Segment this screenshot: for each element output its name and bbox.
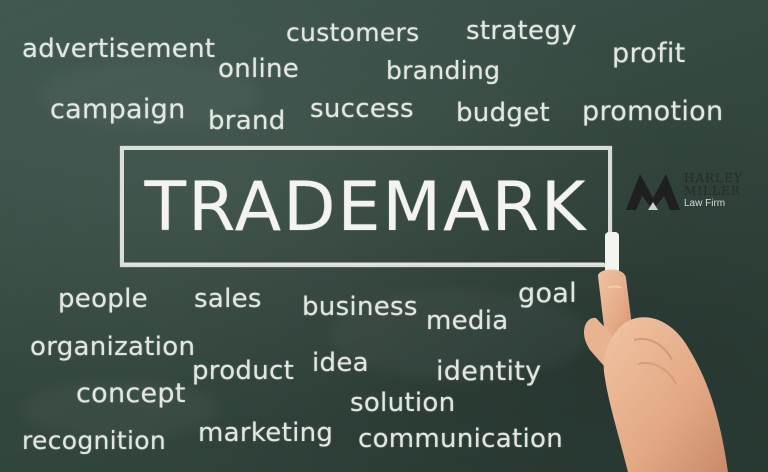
word-online: online <box>218 54 300 84</box>
firm-name-line3: Law Firm <box>684 198 726 209</box>
word-media: media <box>426 306 509 336</box>
word-organization: organization <box>30 332 196 362</box>
word-brand: brand <box>208 106 286 136</box>
word-recognition: recognition <box>22 426 166 455</box>
word-product: product <box>192 356 295 386</box>
word-marketing: marketing <box>198 418 334 448</box>
hand-holding-chalk <box>583 232 728 472</box>
frame-underline <box>124 262 604 265</box>
word-profit: profit <box>612 38 686 69</box>
trademark-frame <box>120 146 612 267</box>
firm-logo-mark <box>626 174 680 210</box>
word-goal: goal <box>518 278 577 309</box>
trademark-heading: TRADEMARK <box>144 168 588 247</box>
word-customers: customers <box>286 18 420 47</box>
word-branding: branding <box>386 56 501 85</box>
word-business: business <box>302 292 418 322</box>
firm-name-line2: MILLER <box>684 184 741 198</box>
chalk-stick <box>605 232 619 276</box>
firm-name-line1: HARLEY <box>684 171 743 185</box>
word-communication: communication <box>358 424 563 454</box>
word-success: success <box>310 94 414 124</box>
word-sales: sales <box>194 284 262 314</box>
word-solution: solution <box>350 388 456 418</box>
word-promotion: promotion <box>582 96 724 127</box>
word-identity: identity <box>436 356 542 387</box>
word-campaign: campaign <box>50 94 186 125</box>
word-idea: idea <box>312 348 369 378</box>
word-advertisement: advertisement <box>22 34 216 64</box>
firm-logo: HARLEY MILLER Law Firm <box>626 170 766 212</box>
word-people: people <box>58 284 148 314</box>
word-strategy: strategy <box>466 16 577 46</box>
word-concept: concept <box>76 378 186 409</box>
word-budget: budget <box>456 98 550 128</box>
